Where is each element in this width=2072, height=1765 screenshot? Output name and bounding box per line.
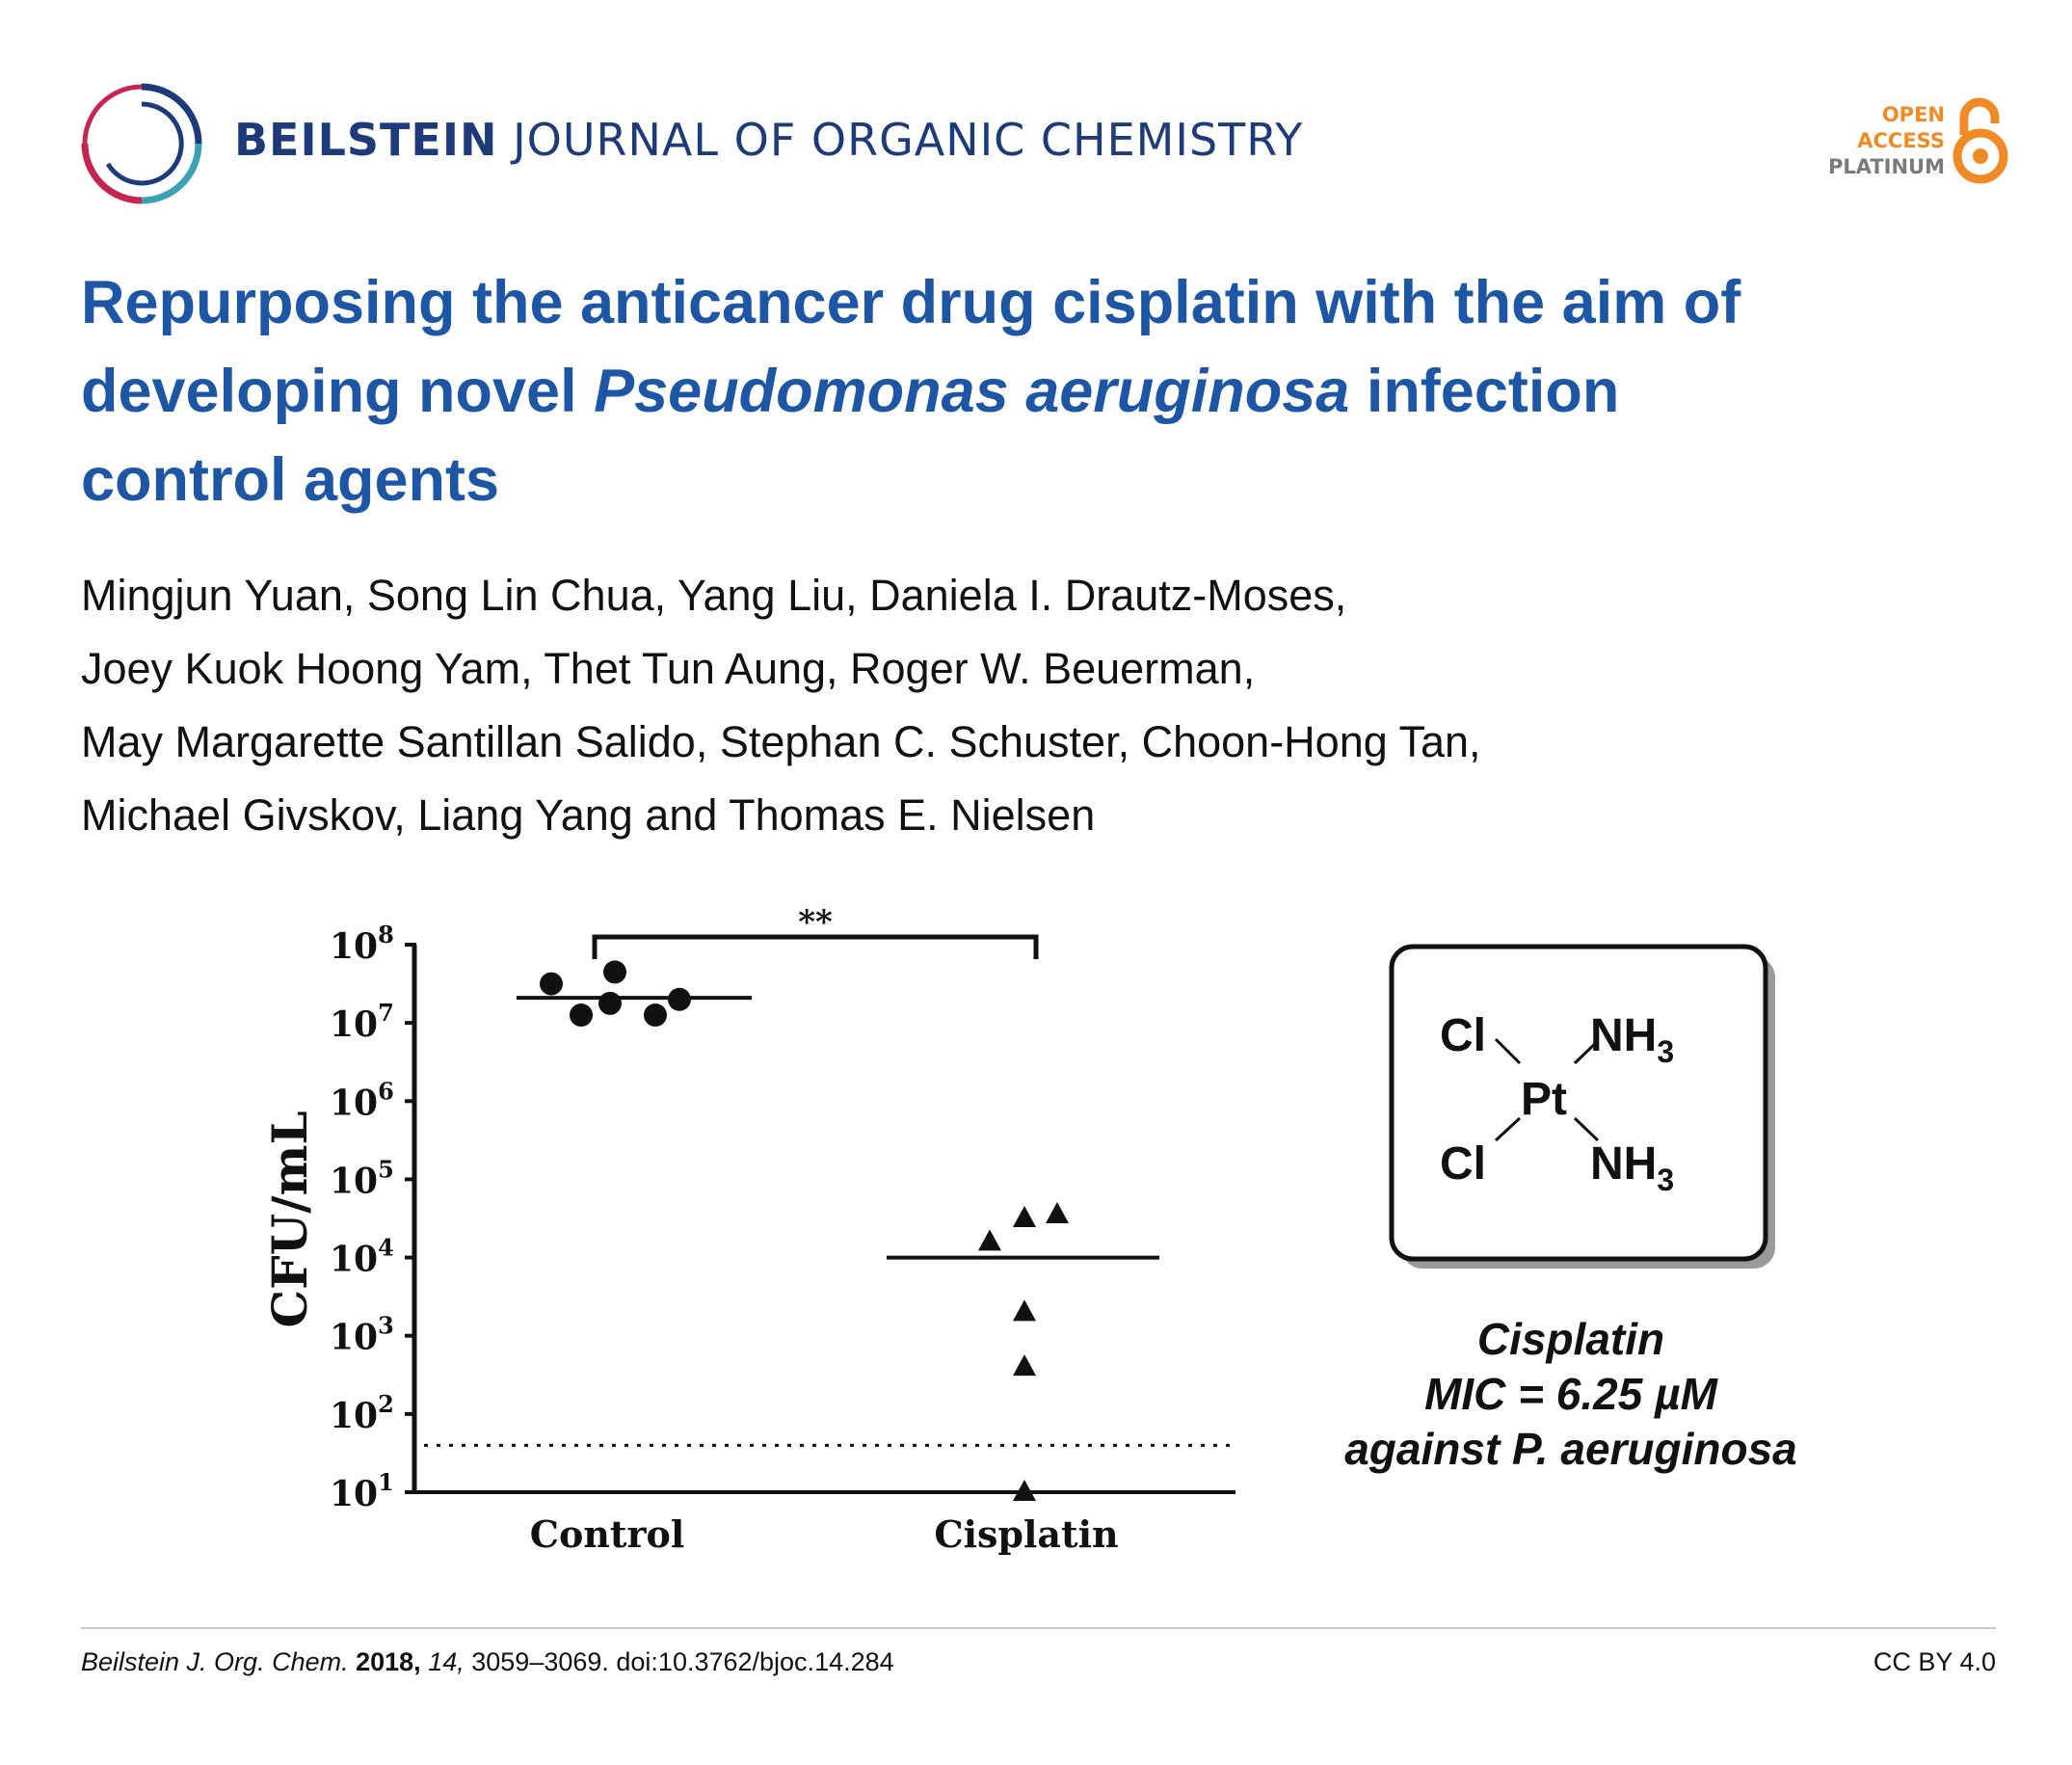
title-line-1: Repurposing the anticancer drug cisplati… bbox=[81, 269, 1741, 336]
cisplatin-point bbox=[1046, 1201, 1069, 1223]
y-axis-label: CFU/mL bbox=[261, 1110, 318, 1327]
author-list: Mingjun Yuan, Song Lin Chua, Yang Liu, D… bbox=[81, 559, 1912, 852]
author-line: Mingjun Yuan, Song Lin Chua, Yang Liu, D… bbox=[81, 571, 1347, 620]
open-access-badge: OPEN ACCESS PLATINUM bbox=[1828, 102, 1945, 180]
control-point bbox=[603, 960, 626, 984]
significance-bracket bbox=[592, 934, 1039, 959]
x-tick-label-cisplatin: Cisplatin bbox=[934, 1512, 1118, 1556]
title-line-3: control agents bbox=[81, 446, 500, 514]
badge-platinum: PLATINUM bbox=[1827, 155, 1945, 178]
cisplatin-point bbox=[1013, 1206, 1036, 1227]
y-tick-label: 106 bbox=[330, 1077, 394, 1123]
bond-cl-pt-top bbox=[1494, 1037, 1522, 1065]
y-tick-label: 103 bbox=[330, 1312, 394, 1358]
article-title: Repurposing the anticancer drug cisplati… bbox=[81, 258, 1912, 524]
citation: Beilstein J. Org. Chem. 2018, 14, 3059–3… bbox=[81, 1647, 894, 1676]
journal-name[interactable]: BEILSTEIN JOURNAL OF ORGANIC CHEMISTRY bbox=[234, 114, 1304, 166]
badge-open: OPEN bbox=[1881, 103, 1945, 126]
title-line-2: developing novel Pseudomonas aeruginosa … bbox=[81, 358, 1620, 425]
atom-cl-bottom: Cl bbox=[1440, 1138, 1486, 1190]
footer-divider bbox=[81, 1627, 1996, 1629]
control-point bbox=[570, 1003, 593, 1028]
atom-nh3-top: NH3 bbox=[1590, 1010, 1674, 1069]
compound-target: against P. aeruginosa bbox=[1344, 1424, 1797, 1474]
graphical-abstract: CFU/mL 108 107 106 105 104 103 102 101 Control … bbox=[0, 868, 2072, 1600]
significance-label: ** bbox=[798, 903, 833, 942]
cisplatin-point bbox=[1013, 1480, 1036, 1501]
license-label[interactable]: CC BY 4.0 bbox=[1873, 1647, 1996, 1676]
cisplatin-point bbox=[1013, 1299, 1036, 1322]
y-tick-label: 107 bbox=[330, 999, 394, 1045]
author-line: Michael Givskov, Liang Yang and Thomas E… bbox=[81, 790, 1096, 840]
control-point bbox=[644, 1003, 667, 1028]
author-line: Joey Kuok Hoong Yam, Thet Tun Aung, Roge… bbox=[81, 644, 1256, 693]
x-tick-label-control: Control bbox=[530, 1512, 685, 1556]
y-tick-label: 105 bbox=[330, 1155, 394, 1201]
y-tick-label: 102 bbox=[330, 1390, 394, 1436]
compound-name: Cisplatin bbox=[1477, 1314, 1664, 1364]
author-line: May Margarette Santillan Salido, Stephan… bbox=[81, 717, 1481, 766]
atom-nh3-bottom: NH3 bbox=[1590, 1138, 1674, 1197]
badge-access: ACCESS bbox=[1857, 129, 1945, 152]
cisplatin-point bbox=[1013, 1354, 1036, 1377]
y-tick-label: 101 bbox=[330, 1468, 394, 1514]
atom-cl-top: Cl bbox=[1440, 1010, 1486, 1061]
control-point bbox=[598, 991, 622, 1015]
compound-mic: MIC = 6.25 µM bbox=[1424, 1369, 1719, 1419]
beilstein-logo-icon bbox=[81, 83, 202, 204]
open-access-lock-icon bbox=[1952, 97, 2008, 184]
bond-pt-nh3-top bbox=[1573, 1039, 1600, 1065]
y-tick-label: 108 bbox=[330, 921, 394, 967]
atom-pt: Pt bbox=[1521, 1074, 1567, 1125]
structure-box bbox=[1389, 944, 1768, 1262]
bond-pt-nh3-bottom bbox=[1573, 1116, 1600, 1142]
cisplatin-point bbox=[978, 1229, 1001, 1251]
control-point bbox=[540, 972, 563, 996]
y-tick-label: 104 bbox=[330, 1234, 394, 1280]
bond-cl-pt-bottom bbox=[1494, 1116, 1522, 1142]
